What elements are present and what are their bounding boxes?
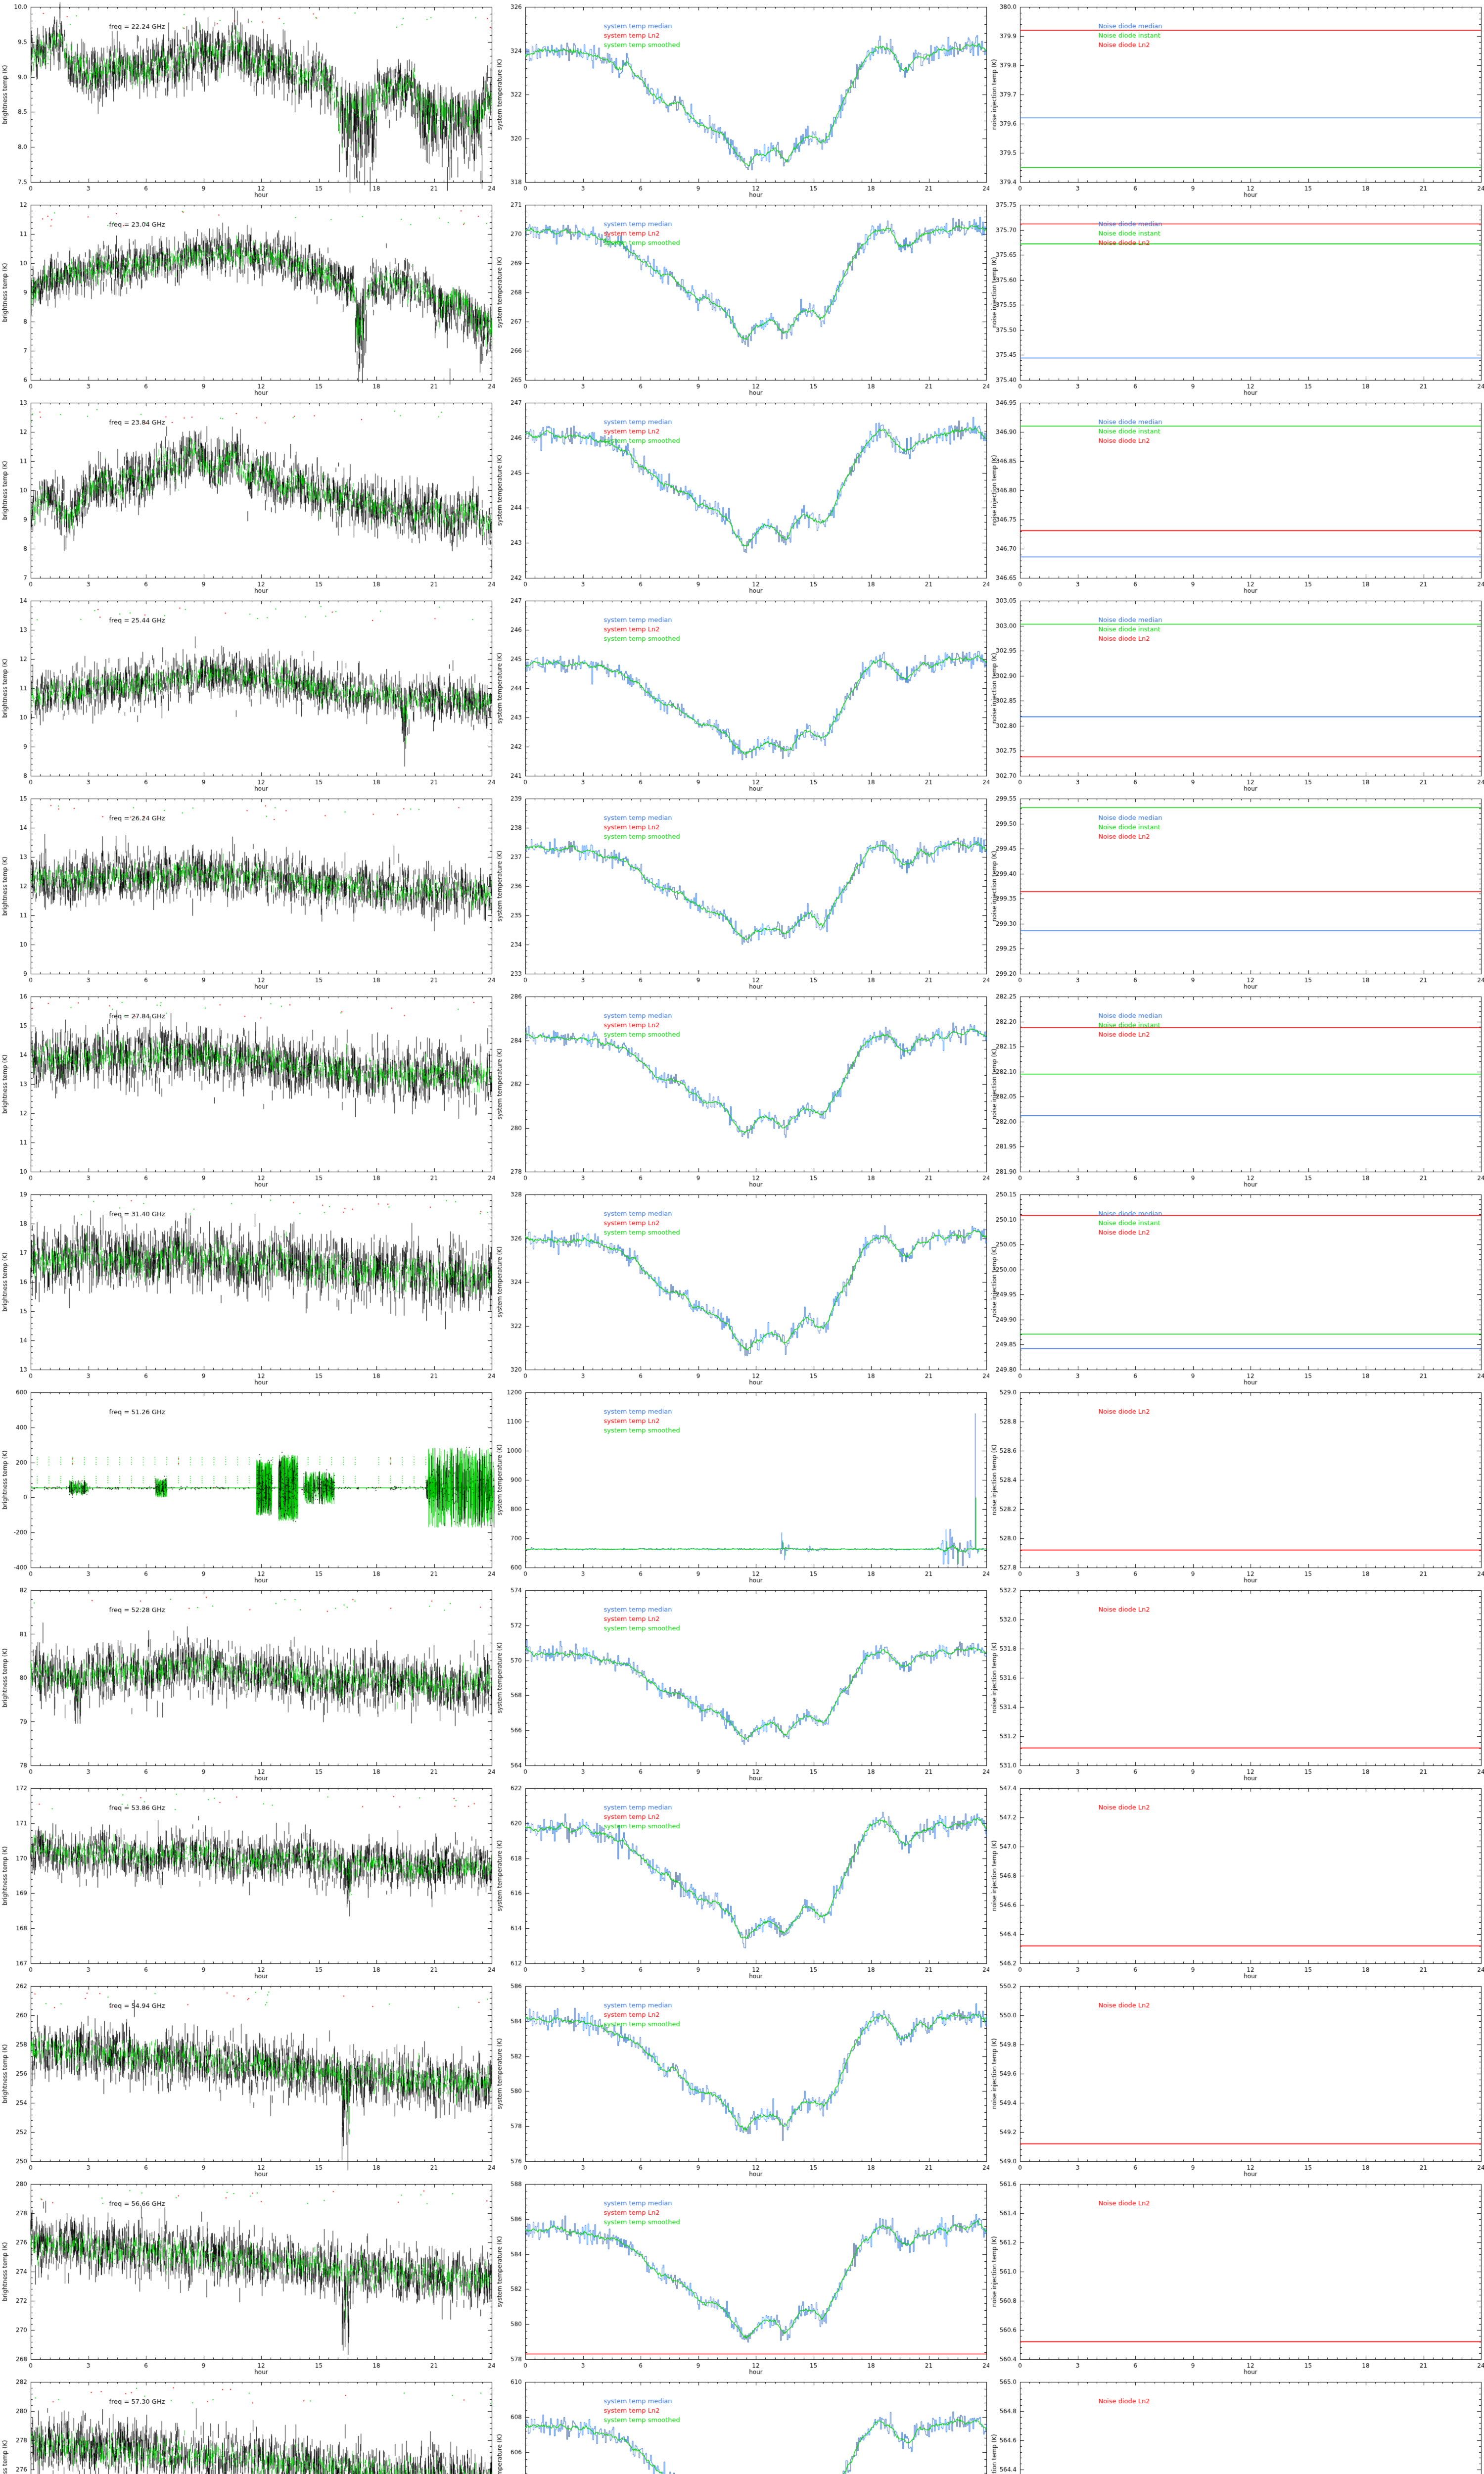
- panel-row7-middle: [495, 1188, 989, 1385]
- panel-row6-left: [0, 990, 495, 1188]
- panel-row13-left: [0, 2375, 495, 2474]
- panel-row13-middle: [495, 2375, 989, 2474]
- panel-row6-right: [989, 990, 1484, 1188]
- panel-row8-left: [0, 1385, 495, 1583]
- panel-row5-middle: [495, 792, 989, 990]
- panel-row3-right: [989, 396, 1484, 594]
- panel-row9-middle: [495, 1583, 989, 1781]
- panel-row3-middle: [495, 396, 989, 594]
- panel-row4-left: [0, 594, 495, 792]
- panel-row11-middle: [495, 1979, 989, 2177]
- panel-row9-right: [989, 1583, 1484, 1781]
- panel-row11-right: [989, 1979, 1484, 2177]
- panel-row1-middle: [495, 0, 989, 198]
- panel-row8-middle: [495, 1385, 989, 1583]
- panel-row12-left: [0, 2177, 495, 2375]
- panel-row12-right: [989, 2177, 1484, 2375]
- panel-row8-right: [989, 1385, 1484, 1583]
- panel-row13-right: [989, 2375, 1484, 2474]
- panel-row7-right: [989, 1188, 1484, 1385]
- panel-row10-left: [0, 1781, 495, 1979]
- panel-row11-left: [0, 1979, 495, 2177]
- panel-row9-left: [0, 1583, 495, 1781]
- panel-row6-middle: [495, 990, 989, 1188]
- panel-row1-right: [989, 0, 1484, 198]
- panel-row1-left: [0, 0, 495, 198]
- panel-row10-right: [989, 1781, 1484, 1979]
- panel-row3-left: [0, 396, 495, 594]
- panel-row5-left: [0, 792, 495, 990]
- panel-row10-middle: [495, 1781, 989, 1979]
- panel-row2-middle: [495, 198, 989, 396]
- panel-row2-left: [0, 198, 495, 396]
- panel-row2-right: [989, 198, 1484, 396]
- panel-row12-middle: [495, 2177, 989, 2375]
- panel-row5-right: [989, 792, 1484, 990]
- panel-row7-left: [0, 1188, 495, 1385]
- panel-row4-middle: [495, 594, 989, 792]
- panel-row4-right: [989, 594, 1484, 792]
